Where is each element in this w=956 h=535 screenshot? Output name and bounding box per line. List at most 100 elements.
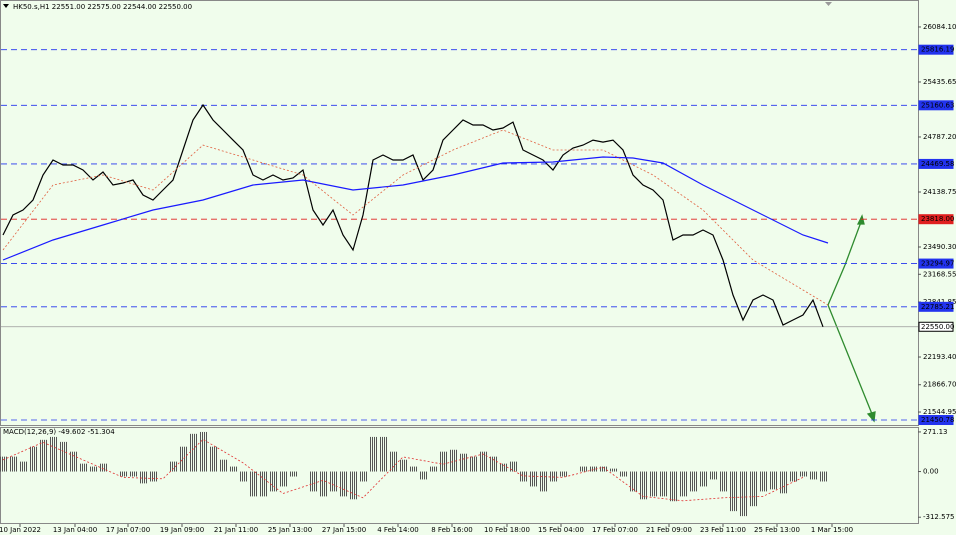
- macd-bar: [209, 446, 217, 472]
- x-tick-label: 10 Feb 18:00: [484, 526, 530, 534]
- macd-bar: [99, 463, 107, 472]
- macd-bar: [619, 471, 627, 477]
- x-tick-label: 1 Mar 15:00: [811, 526, 853, 534]
- macd-bar: [519, 471, 527, 482]
- x-tick-label: 10 Jan 2022: [0, 526, 41, 534]
- level-label: 23294.97: [921, 260, 954, 268]
- macd-bar: [219, 459, 227, 472]
- level-label-box: [918, 158, 954, 169]
- x-tick-label: 27 Jan 15:00: [322, 526, 366, 534]
- level-label-box: [918, 100, 954, 111]
- y-tick-label: 23168.55: [923, 270, 956, 278]
- level-label: 23818.00: [921, 215, 954, 223]
- scroll-marker: [825, 2, 832, 6]
- level-label-box: [918, 321, 954, 332]
- macd-bar: [199, 431, 207, 472]
- level-label-box: [918, 301, 954, 312]
- macd-bar: [339, 471, 347, 497]
- level-label-box: [918, 214, 954, 225]
- macd-bar: [709, 471, 717, 480]
- level-label: 24469.58: [921, 160, 954, 168]
- macd-bar: [59, 441, 67, 472]
- y-tick-label: 22193.40: [923, 353, 956, 361]
- macd-bar: [329, 471, 337, 492]
- x-tick-label: 17 Feb 07:00: [592, 526, 638, 534]
- macd-bar: [629, 471, 637, 492]
- macd-bar: [129, 471, 137, 477]
- macd-bar: [439, 451, 447, 472]
- macd-bar: [749, 471, 757, 507]
- price-line: [2, 129, 829, 306]
- macd-bar: [89, 466, 97, 472]
- x-tick-label: 19 Jan 09:00: [160, 526, 204, 534]
- macd-bar: [789, 471, 797, 482]
- macd-bar: [9, 456, 17, 472]
- macd-bar: [559, 471, 567, 477]
- y-tick-label: 21866.70: [923, 381, 956, 389]
- x-tick-label: 4 Feb 14:00: [377, 526, 418, 534]
- macd-bar: [139, 471, 147, 484]
- macd-bar: [269, 471, 277, 492]
- level-label-box: [918, 258, 954, 269]
- macd-bar: [79, 463, 87, 472]
- y-tick-label: 24787.20: [923, 133, 956, 141]
- macd-bar: [589, 466, 597, 472]
- macd-bar: [149, 471, 157, 482]
- macd-bar: [19, 461, 27, 472]
- x-tick-label: 15 Feb 04:00: [538, 526, 584, 534]
- macd-bar: [679, 471, 687, 497]
- macd-bar: [799, 471, 807, 477]
- macd-title: MACD(12,26,9) -49.602 -51.304: [3, 428, 115, 436]
- x-tick-label: 25 Feb 13:00: [754, 526, 800, 534]
- macd-bar: [189, 433, 197, 472]
- price-line: [2, 103, 824, 328]
- x-tick-label: 25 Jan 13:00: [268, 526, 312, 534]
- level-label: 21450.78: [921, 416, 954, 424]
- macd-bar: [489, 456, 497, 472]
- y-tick-label: 23490.30: [923, 243, 956, 251]
- macd-bar: [0, 456, 7, 472]
- macd-bar: [369, 436, 377, 472]
- macd-bar: [649, 471, 657, 497]
- macd-bar: [509, 461, 517, 472]
- macd-bar: [289, 471, 297, 477]
- macd-bar: [429, 466, 437, 472]
- macd-bar: [419, 471, 427, 480]
- macd-bar: [479, 451, 487, 472]
- macd-bar: [819, 471, 827, 482]
- chart-title: HK50.s,H1 22551.00 22575.00 22544.00 225…: [13, 3, 192, 11]
- macd-bar: [599, 466, 607, 472]
- level-label-box: [918, 415, 954, 426]
- y-tick-label: 26084.10: [923, 23, 956, 31]
- y-tick-label: 25435.65: [923, 78, 956, 86]
- x-tick-label: 21 Feb 09:00: [646, 526, 692, 534]
- y-tick-label: 21544.95: [923, 408, 956, 416]
- y-tick-label: 271.13: [923, 428, 948, 436]
- macd-bar: [119, 471, 127, 477]
- x-tick-label: 23 Feb 11:00: [700, 526, 746, 534]
- macd-bar: [399, 459, 407, 472]
- macd-bar: [389, 451, 397, 472]
- macd-bar: [659, 471, 667, 497]
- level-label: 25816.19: [921, 46, 954, 54]
- level-label-box: [918, 44, 954, 55]
- macd-bar: [499, 463, 507, 472]
- macd-bar: [69, 451, 77, 472]
- macd-bar: [719, 471, 727, 492]
- macd-bar: [699, 471, 707, 487]
- macd-bar: [689, 471, 697, 492]
- macd-bar: [459, 453, 467, 472]
- macd-bar: [549, 471, 557, 482]
- macd-bar: [809, 471, 817, 480]
- macd-bar: [279, 471, 287, 487]
- macd-bar: [609, 468, 617, 472]
- macd-bar: [349, 471, 357, 500]
- menu-triangle[interactable]: [3, 4, 9, 8]
- y-tick-label: 24138.75: [923, 188, 956, 196]
- macd-bar: [379, 436, 387, 472]
- macd-bar: [239, 471, 247, 482]
- macd-bar: [639, 471, 647, 500]
